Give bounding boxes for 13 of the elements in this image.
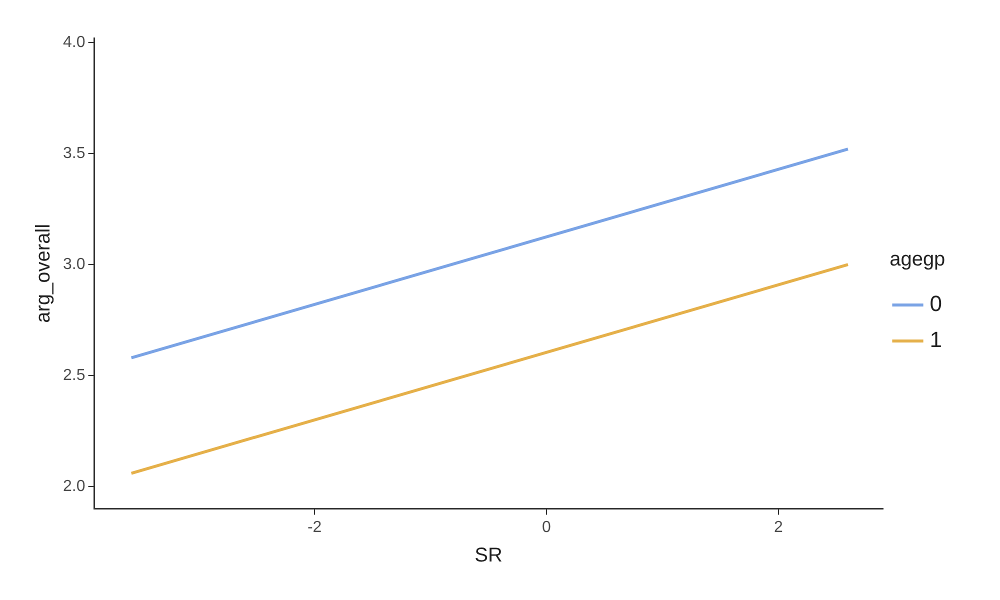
legend-title: agegp [890, 248, 946, 271]
y-tick-label: 3.0 [62, 256, 86, 273]
legend-label: 1 [930, 327, 942, 352]
legend-label: 0 [930, 291, 942, 316]
x-tick-label: -2 [307, 518, 322, 536]
y-tick-label: 2.0 [62, 478, 86, 495]
y-tick-label: 4.0 [62, 34, 86, 51]
y-tick-label: 3.5 [62, 144, 86, 162]
y-tick-label: 2.5 [62, 366, 86, 384]
x-axis-title: SR [474, 544, 502, 567]
y-axis-title: arg_overall [32, 224, 55, 323]
x-tick-label: 0 [542, 518, 552, 536]
x-tick-label: 2 [774, 518, 783, 536]
